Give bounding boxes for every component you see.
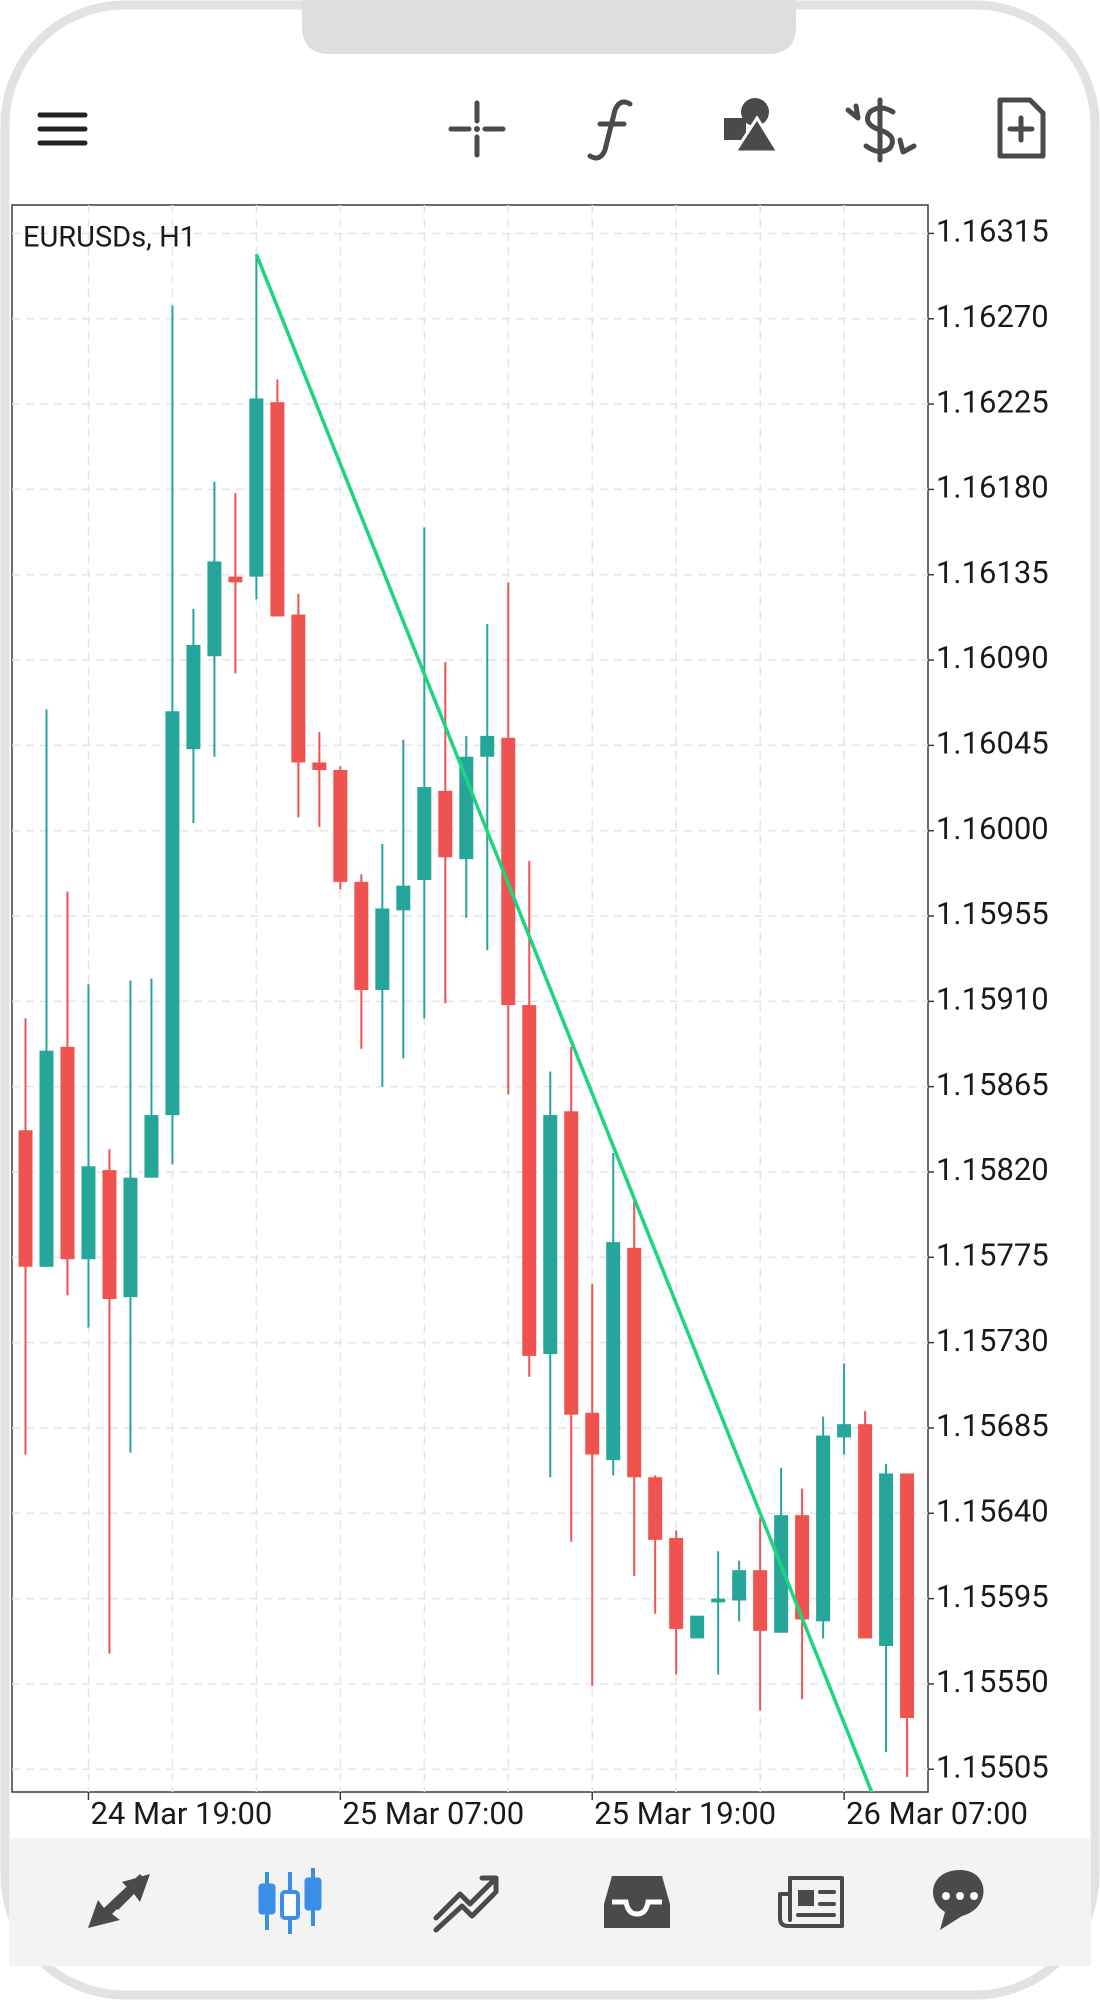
candle-body: [753, 1570, 768, 1631]
candle-body: [837, 1424, 852, 1438]
y-tick-label: 1.15505: [936, 1748, 1049, 1785]
candle-body: [165, 711, 180, 1116]
candle-body: [711, 1598, 726, 1603]
trade-tab[interactable]: [433, 1875, 499, 1933]
x-tick-label: 25 Mar 19:00: [594, 1795, 776, 1832]
plot-area: [18, 253, 915, 1792]
candle-body: [39, 1050, 54, 1267]
chart-title: EURUSDs, H1: [23, 221, 196, 255]
x-tick-label: 26 Mar 07:00: [846, 1795, 1028, 1832]
trendline: [254, 253, 874, 1792]
x-tick-label: 25 Mar 07:00: [342, 1795, 524, 1832]
candle-body: [669, 1537, 684, 1629]
candle-body: [606, 1242, 621, 1461]
y-tick-label: 1.16135: [936, 554, 1049, 591]
candle-body: [459, 756, 474, 860]
chat-tab[interactable]: [933, 1870, 984, 1930]
y-tick-label: 1.16225: [936, 383, 1049, 420]
y-tick-label: 1.15550: [936, 1663, 1049, 1700]
candle-body: [60, 1046, 75, 1260]
y-tick-label: 1.16000: [936, 810, 1049, 847]
candle-body: [333, 770, 348, 882]
y-tick-label: 1.15685: [936, 1407, 1049, 1444]
candle-body: [291, 614, 306, 763]
candle-body: [123, 1177, 138, 1298]
candle-body: [564, 1111, 579, 1415]
candle-body: [480, 735, 495, 757]
quotes-tab[interactable]: [88, 1874, 150, 1928]
candle-body: [900, 1473, 915, 1719]
candle-body: [522, 1005, 537, 1356]
candle-body: [354, 881, 369, 990]
candle-body: [795, 1515, 810, 1620]
candle-body: [438, 790, 453, 858]
y-tick-label: 1.15910: [936, 981, 1049, 1018]
candle-body: [81, 1166, 96, 1260]
y-tick-label: 1.15820: [936, 1151, 1049, 1188]
new-order-button[interactable]: [997, 97, 1046, 159]
candle-body: [627, 1247, 642, 1478]
bottom-bar: [9, 1838, 1091, 1966]
y-tick-label: 1.15730: [936, 1322, 1049, 1359]
candle-body: [648, 1477, 663, 1540]
x-tick-label: 24 Mar 19:00: [90, 1795, 272, 1832]
candle-body: [879, 1473, 894, 1647]
news-tab[interactable]: [778, 1876, 844, 1928]
y-tick-label: 1.15775: [936, 1236, 1049, 1273]
candle-body: [417, 787, 432, 880]
candle-body: [249, 398, 264, 577]
y-tick-label: 1.16180: [936, 469, 1049, 506]
candle-body: [312, 762, 327, 771]
y-tick-label: 1.16045: [936, 725, 1049, 762]
y-tick-label: 1.16315: [936, 213, 1049, 250]
y-tick-label: 1.15955: [936, 895, 1049, 932]
candle-body: [375, 908, 390, 990]
menu-button[interactable]: [37, 112, 88, 146]
indicators-button[interactable]: [587, 99, 633, 161]
grid: [12, 205, 928, 1792]
plot-border: [11, 204, 929, 1793]
candle-body: [543, 1115, 558, 1355]
y-tick-label: 1.16270: [936, 298, 1049, 335]
candle-body: [858, 1424, 873, 1639]
candle-body: [207, 561, 222, 657]
candle-body: [102, 1170, 117, 1300]
candle-body: [585, 1412, 600, 1455]
candle-body: [270, 402, 285, 617]
history-tab[interactable]: [604, 1876, 670, 1928]
y-tick-label: 1.15595: [936, 1578, 1049, 1615]
candle-body: [774, 1515, 789, 1633]
y-tick-label: 1.16090: [936, 639, 1049, 676]
candle-body: [501, 737, 516, 1006]
crosshair-button[interactable]: [448, 100, 506, 158]
candle-body: [690, 1615, 705, 1639]
candle-body: [144, 1115, 159, 1178]
y-tick-label: 1.15640: [936, 1492, 1049, 1529]
axes: 1.16315 1.16270 1.16225 1.16180 1.16135 1.160…: [87, 213, 1049, 1832]
objects-button[interactable]: [724, 98, 781, 154]
candle-body: [732, 1570, 747, 1601]
chart-tab[interactable]: [258, 1868, 322, 1934]
candle-body: [396, 885, 411, 911]
candle-body: [816, 1435, 831, 1622]
trade-button[interactable]: [845, 97, 917, 163]
candle-body: [186, 644, 201, 750]
candle-body: [228, 576, 243, 583]
notch: [302, 0, 796, 54]
candle-body: [18, 1130, 33, 1267]
y-tick-label: 1.15865: [936, 1066, 1049, 1103]
